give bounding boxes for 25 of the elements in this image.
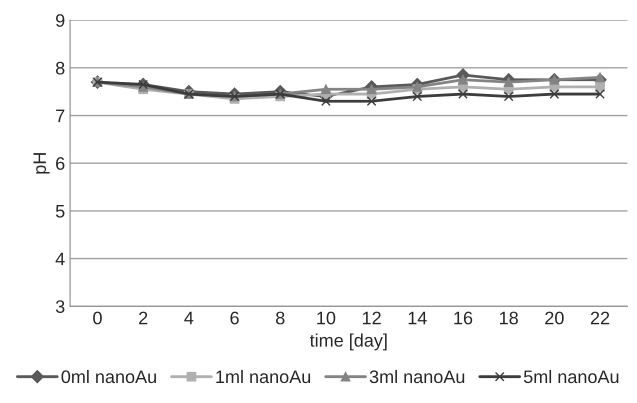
x-tick-label: 0 [93, 312, 102, 324]
legend-label: 0ml nanoAu [61, 370, 156, 384]
y-axis-title: pH [33, 153, 50, 174]
x-axis-title: time [day] [310, 334, 387, 350]
legend-label: 1ml nanoAu [216, 370, 310, 384]
x-tick-label: 8 [276, 312, 284, 324]
y-tick-label: 7 [56, 110, 64, 122]
x-tick-label: 20 [545, 312, 564, 324]
x-tick-label: 4 [184, 312, 194, 324]
x-tick-label: 12 [362, 312, 381, 324]
x-tick-label: 6 [230, 312, 239, 324]
y-tick-label: 6 [56, 157, 64, 170]
x-tick-label: 2 [139, 312, 148, 324]
x-tick-label: 22 [590, 312, 610, 324]
y-tick-label: 3 [56, 300, 64, 313]
x-tick-label: 18 [500, 312, 518, 324]
y-tick-label: 5 [56, 205, 64, 218]
y-tick-label: 8 [56, 62, 64, 75]
y-tick-label: 4 [56, 252, 65, 266]
x-tick-label: 14 [408, 312, 427, 324]
legend-label: 5ml nanoAu [524, 370, 618, 384]
y-tick-label: 9 [56, 14, 64, 27]
legend-label: 3ml nanoAu [370, 370, 464, 384]
x-tick-label: 16 [454, 312, 472, 324]
x-tick-label: 10 [317, 312, 336, 324]
